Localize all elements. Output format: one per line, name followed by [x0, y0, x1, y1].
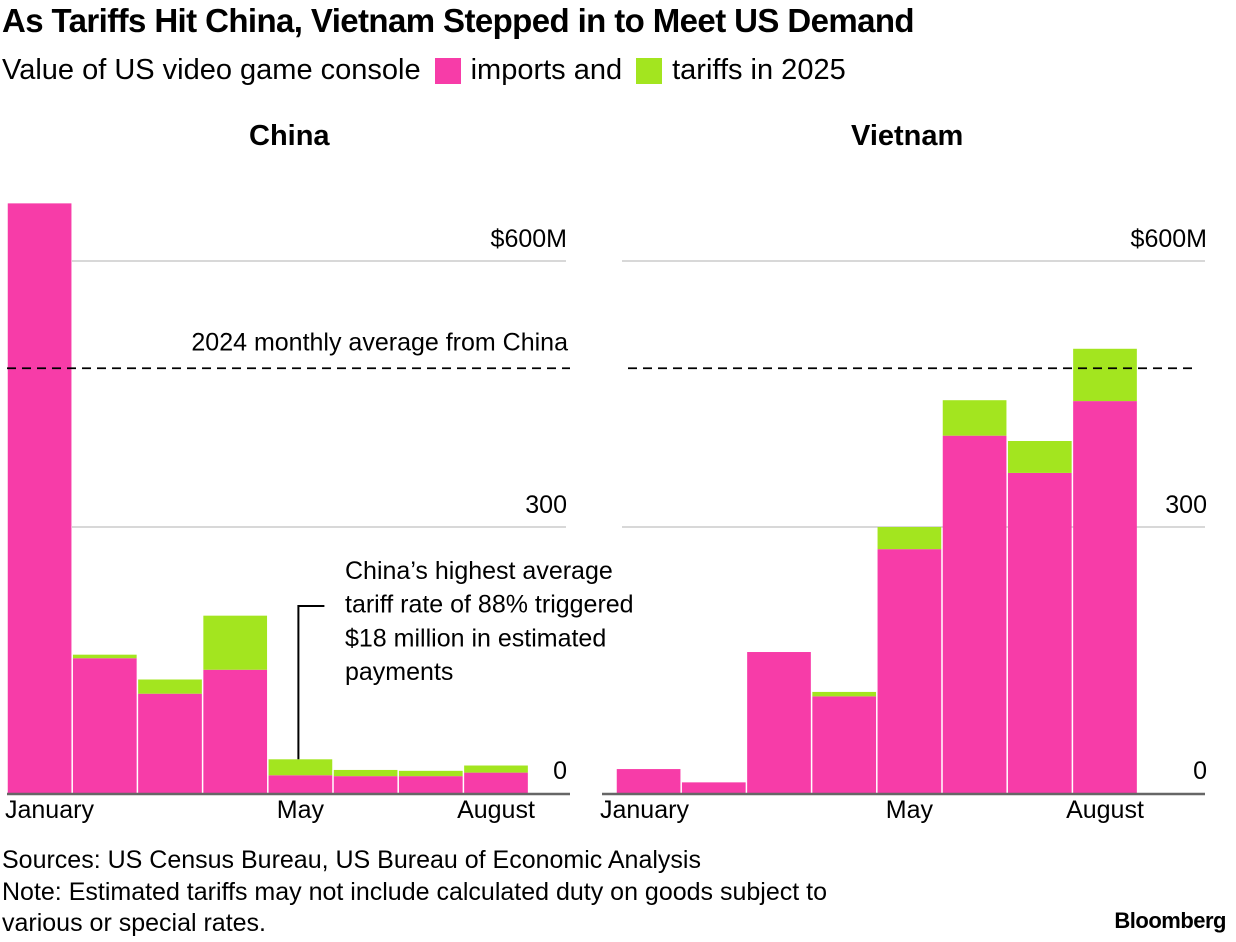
x-tick-label: May: [886, 796, 934, 824]
note-text-line-1: Note: Estimated tariffs may not include …: [2, 877, 827, 906]
annotation-leader-line: [297, 605, 325, 760]
chart-subtitle: Value of US video game console imports a…: [2, 54, 846, 87]
x-tick-label: May: [277, 796, 325, 824]
y-tick-label: 300: [525, 491, 567, 519]
bar-tariffs-july: [1007, 440, 1072, 473]
bar-imports-february: [681, 782, 746, 793]
legend-label-tariffs: tariffs in 2025: [672, 54, 846, 86]
bar-imports-july: [1007, 472, 1072, 793]
y-tick-label: $600M: [1131, 225, 1207, 253]
x-tick-label: January: [600, 796, 689, 824]
note-text-line-2: various or special rates.: [2, 909, 267, 937]
bar-tariffs-may: [268, 759, 333, 776]
annotation-text-line: $18 million in estimated: [345, 624, 606, 652]
bar-tariffs-may: [877, 527, 942, 550]
y-tick-label: $600M: [491, 225, 567, 253]
bar-tariffs-june: [942, 400, 1007, 436]
bar-imports-march: [747, 652, 811, 793]
chart-footer: Sources: US Census Bureau, US Bureau of …: [2, 845, 827, 940]
bar-tariffs-july: [398, 770, 463, 777]
x-tick-label: January: [5, 796, 94, 824]
bar-imports-july: [398, 776, 463, 793]
x-tick-label: August: [457, 796, 535, 824]
annotation-text-line: China’s highest average: [345, 557, 613, 585]
plot-vietnam: 0 300 $600M January May August: [600, 225, 1207, 824]
plot-china: 0 300 $600M January May August 2024 monthly av…: [5, 203, 634, 824]
bar-tariffs-april: [812, 691, 877, 697]
bar-imports-may: [877, 549, 942, 793]
bar-imports-june: [942, 435, 1007, 793]
bar-imports-january: [616, 769, 681, 793]
bar-imports-february: [72, 658, 137, 793]
legend-label-imports: imports and: [470, 54, 623, 86]
y-tick-label: 300: [1165, 491, 1207, 519]
bar-tariffs-august: [464, 765, 528, 773]
bloomberg-logo: Bloomberg: [1114, 908, 1226, 933]
bar-imports-june: [333, 776, 398, 793]
bar-tariffs-march: [138, 679, 202, 694]
bar-imports-april: [203, 669, 268, 793]
bar-imports-august: [1073, 401, 1137, 793]
bar-imports-april: [812, 696, 877, 793]
annotation-text-line: payments: [345, 658, 453, 686]
bar-tariffs-february: [72, 654, 137, 659]
bar-tariffs-april: [203, 615, 268, 670]
y-tick-label: 0: [1193, 757, 1207, 785]
legend-swatch-imports: [434, 57, 461, 84]
bar-imports-may: [268, 775, 333, 793]
subtitle-text: Value of US video game console: [2, 54, 421, 86]
panel-title-china: China: [249, 120, 330, 152]
y-tick-label: 0: [553, 757, 567, 785]
bar-imports-august: [464, 772, 528, 793]
chart-title: As Tariffs Hit China, Vietnam Stepped in…: [2, 2, 915, 39]
bar-tariffs-june: [333, 769, 398, 777]
bar-imports-march: [138, 693, 202, 793]
reference-line-label: 2024 monthly average from China: [191, 328, 568, 356]
sources-text: Sources: US Census Bureau, US Bureau of …: [2, 846, 701, 874]
bar-tariffs-august: [1073, 348, 1137, 402]
x-tick-label: August: [1066, 796, 1144, 824]
panel-title-vietnam: Vietnam: [851, 120, 964, 152]
legend-swatch-tariffs: [636, 57, 663, 84]
bar-imports-january: [7, 203, 72, 793]
annotation-text-line: tariff rate of 88% triggered: [345, 591, 634, 619]
